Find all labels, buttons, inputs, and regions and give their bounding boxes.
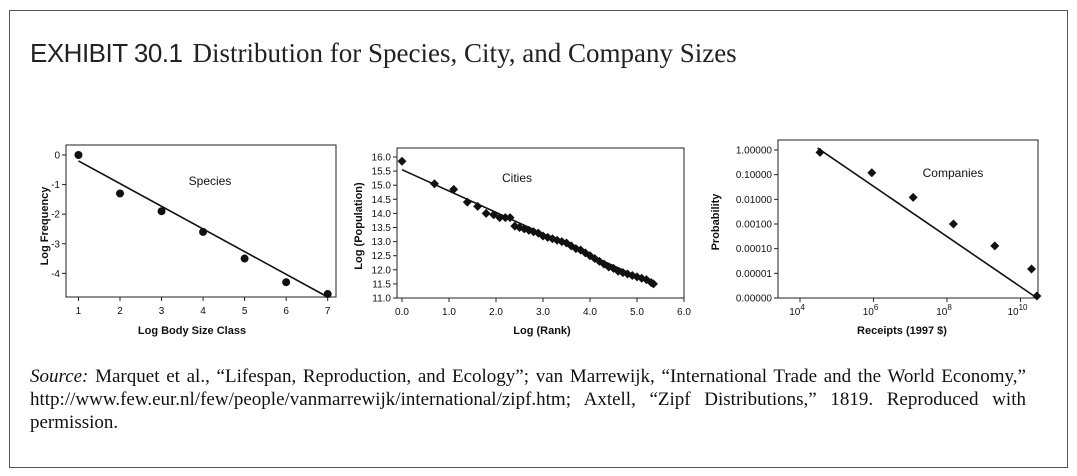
data-point [462, 197, 472, 207]
source-text: Marquet et al., “Lifespan, Reproduction,… [30, 366, 1026, 433]
trend-line [817, 147, 1038, 299]
x-axis-label: Log (Rank) [513, 325, 571, 337]
y-tick-label: 11.5 [372, 279, 391, 290]
data-point [948, 219, 958, 229]
data-point [481, 208, 491, 218]
data-point [500, 213, 510, 223]
x-tick-label: 2.0 [489, 307, 503, 318]
data-point [908, 192, 918, 202]
panel-title: Companies [923, 166, 984, 180]
source-note: Source: Marquet et al., “Lifespan, Repro… [30, 365, 1026, 434]
exhibit-heading: EXHIBIT 30.1 Distribution for Species, Ci… [30, 38, 737, 69]
x-tick-label: 1 [76, 306, 82, 317]
data-point [240, 254, 249, 263]
chart-species: 1 2 3 4 5 6 7 0 -1 -2 -3 -4 Species Log Body Size Cla… [39, 144, 337, 337]
x-tick-label: 3.0 [536, 307, 550, 318]
data-point [990, 241, 1000, 251]
y-tick-label: -1 [51, 180, 60, 191]
x-tick-label: 5.0 [630, 307, 644, 318]
data-point [323, 290, 332, 299]
trend-line [401, 168, 654, 285]
y-tick-label: 11.0 [372, 294, 391, 305]
exhibit-label: EXHIBIT 30.1 [30, 38, 183, 68]
x-tick-label: 4 [200, 306, 206, 317]
y-tick-label: 13.5 [372, 223, 392, 234]
data-point [157, 207, 166, 216]
x-tick-label: 6.0 [677, 307, 691, 318]
x-tick-label: 2 [117, 306, 123, 317]
x-axis-label: Log Body Size Class [138, 325, 246, 337]
y-axis-label: Log Frequency [39, 186, 51, 266]
data-point [282, 278, 291, 287]
plot-frame [396, 147, 685, 299]
y-tick-label: 0.00100 [736, 220, 773, 231]
x-tick-label: 6 [283, 306, 289, 317]
panel-title: Species [189, 174, 232, 188]
y-tick-label: 0.00010 [736, 244, 773, 255]
x-tick-label: 104 [789, 303, 805, 318]
y-axis-label: Log (Population) [353, 182, 365, 270]
x-tick-label: 1010 [1007, 303, 1028, 318]
data-point [473, 201, 483, 211]
y-tick-label: 0 [54, 151, 60, 162]
exhibit-frame [9, 10, 1068, 468]
chart-companies: 104 106 108 1010 0.00000 0.00001 0.00010 0.0010… [710, 139, 1042, 337]
x-tick-label: 1.0 [442, 307, 456, 318]
y-tick-label: 16.0 [372, 153, 392, 164]
y-tick-label: 15.5 [372, 167, 392, 178]
x-tick-label: 0.0 [395, 307, 409, 318]
y-tick-label: -4 [51, 269, 60, 280]
x-tick-label: 4.0 [583, 307, 597, 318]
data-point [397, 156, 407, 166]
y-tick-label: 0.10000 [736, 170, 773, 181]
plot-frame [65, 144, 337, 298]
x-tick-label: 106 [863, 303, 879, 318]
data-point [815, 147, 825, 157]
x-tick-label: 7 [325, 306, 331, 317]
data-point [429, 179, 439, 189]
y-tick-label: -2 [51, 210, 60, 221]
y-tick-label: 0.00001 [736, 269, 773, 280]
x-axis-label: Receipts (1997 $) [857, 325, 947, 337]
y-tick-label: -3 [51, 239, 60, 250]
y-tick-label: 13.0 [372, 237, 392, 248]
data-point [449, 184, 459, 194]
y-tick-label: 14.5 [372, 195, 392, 206]
y-tick-label: 1.00000 [736, 146, 773, 157]
data-point [1032, 291, 1042, 301]
y-tick-label: 15.0 [372, 181, 392, 192]
y-tick-label: 14.0 [372, 209, 392, 220]
data-point [585, 251, 595, 261]
y-tick-label: 12.5 [372, 251, 392, 262]
x-tick-label: 3 [159, 306, 165, 317]
data-point [505, 213, 515, 223]
data-point [74, 151, 83, 159]
y-axis-label: Probability [710, 193, 722, 251]
data-point [116, 189, 124, 198]
data-point [199, 227, 208, 236]
x-tick-label: 108 [936, 303, 952, 318]
y-tick-label: 12.0 [372, 265, 392, 276]
x-tick-label: 5 [242, 306, 248, 317]
panel-title: Cities [502, 171, 532, 185]
data-point [1027, 264, 1037, 274]
y-tick-label: 0.00000 [736, 294, 773, 305]
plot-frame [777, 139, 1039, 299]
y-tick-label: 0.01000 [736, 195, 773, 206]
exhibit-title: Distribution for Species, City, and Comp… [192, 38, 737, 68]
chart-cities: 0.0 1.0 2.0 3.0 4.0 5.0 6.0 11.0 11.5 12.0 12.5 13.… [353, 147, 691, 337]
data-point [495, 213, 505, 223]
data-point [648, 279, 658, 289]
source-lead: Source: [30, 366, 89, 387]
data-point [867, 168, 877, 178]
